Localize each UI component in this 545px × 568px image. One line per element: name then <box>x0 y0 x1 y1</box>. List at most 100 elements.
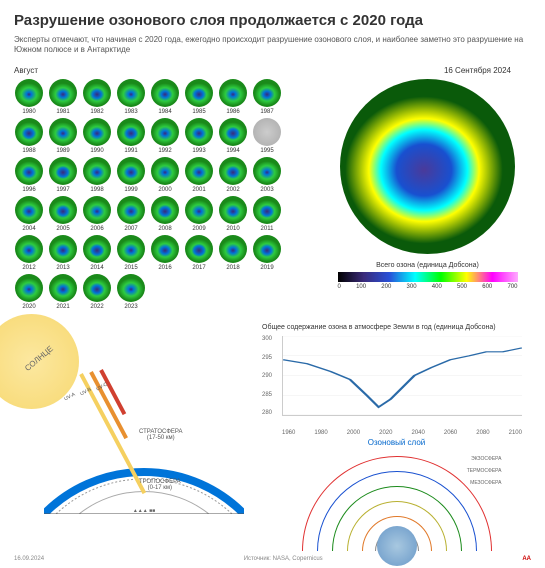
year-label: 2013 <box>56 265 69 271</box>
august-label: Август <box>14 66 314 75</box>
year-label: 1996 <box>22 187 35 193</box>
year-label: 1984 <box>158 109 171 115</box>
globe-1987 <box>253 79 281 107</box>
globe-1994 <box>219 118 247 146</box>
year-label: 2019 <box>260 265 273 271</box>
year-label: 1988 <box>22 148 35 154</box>
globe-2000 <box>151 157 179 185</box>
svg-text:▲▲▲ ■■: ▲▲▲ ■■ <box>133 508 155 514</box>
year-label: 1991 <box>124 148 137 154</box>
year-label: 2014 <box>90 265 103 271</box>
globe-2017 <box>185 235 213 263</box>
year-label: 1992 <box>158 148 171 154</box>
year-label: 1981 <box>56 109 69 115</box>
ozone-layer-title: Озоновый слой <box>262 438 531 447</box>
globe-2005 <box>49 196 77 224</box>
globe-2015 <box>117 235 145 263</box>
year-label: 2016 <box>158 265 171 271</box>
scale-label: Всего озона (единица Добсона) <box>376 262 479 269</box>
globe-1998 <box>83 157 111 185</box>
year-label: 2012 <box>22 265 35 271</box>
globe-2022 <box>83 274 111 302</box>
globe-1986 <box>219 79 247 107</box>
troposphere-label: ТРОПОСФЕРА(0-17 км) <box>139 479 181 491</box>
globe-2007 <box>117 196 145 224</box>
globe-1980 <box>15 79 43 107</box>
sun-diagram: СОЛНЦЕ ▲▲▲ ■■ UV-A UV-B UV-C СТРАТОСФЕРА… <box>14 324 254 529</box>
globe-2010 <box>219 196 247 224</box>
stratosphere-label: СТРАТОСФЕРА(17-50 км) <box>139 429 183 441</box>
year-label: 2018 <box>226 265 239 271</box>
scale-ticks: 0100200300400500600700 <box>338 284 518 290</box>
year-label: 1994 <box>226 148 239 154</box>
logo: AA <box>522 556 531 562</box>
year-label: 1986 <box>226 109 239 115</box>
main-title: Разрушение озонового слоя продолжается с… <box>14 12 531 29</box>
year-label: 2022 <box>90 304 103 310</box>
chart-title: Общее содержание озона в атмосфере Земли… <box>262 324 531 332</box>
year-label: 1983 <box>124 109 137 115</box>
globe-2003 <box>253 157 281 185</box>
year-label: 2017 <box>192 265 205 271</box>
subtitle: Эксперты отмечают, что начиная с 2020 го… <box>14 35 531 56</box>
globe-2004 <box>15 196 43 224</box>
globe-2016 <box>151 235 179 263</box>
year-label: 1999 <box>124 187 137 193</box>
globe-2019 <box>253 235 281 263</box>
year-label: 2023 <box>124 304 137 310</box>
year-label: 2006 <box>90 226 103 232</box>
globe-1993 <box>185 118 213 146</box>
globe-1992 <box>151 118 179 146</box>
globe-1989 <box>49 118 77 146</box>
year-label: 2000 <box>158 187 171 193</box>
year-label: 2010 <box>226 226 239 232</box>
footer-source: Источник: NASA, Copernicus <box>244 556 323 562</box>
globe-1990 <box>83 118 111 146</box>
year-label: 1985 <box>192 109 205 115</box>
globe-2020 <box>15 274 43 302</box>
globe-1995 <box>253 118 281 146</box>
year-label: 1980 <box>22 109 35 115</box>
year-label: 2005 <box>56 226 69 232</box>
ozone-chart: 300295290285280 196019802000202020402060… <box>262 336 522 426</box>
globe-1991 <box>117 118 145 146</box>
globe-2023 <box>117 274 145 302</box>
globe-2018 <box>219 235 247 263</box>
globe-1981 <box>49 79 77 107</box>
year-label: 2001 <box>192 187 205 193</box>
globe-1999 <box>117 157 145 185</box>
year-label: 2009 <box>192 226 205 232</box>
globe-1996 <box>15 157 43 185</box>
year-label: 2003 <box>260 187 273 193</box>
concentric-diagram: ЭКЗОСФЕРАТЕРМОСФЕРАМЕЗОСФЕРА <box>297 451 497 551</box>
globe-1983 <box>117 79 145 107</box>
globe-1984 <box>151 79 179 107</box>
big-globe-date: 16 Сентября 2024 <box>444 66 511 75</box>
year-label: 1993 <box>192 148 205 154</box>
globe-2012 <box>15 235 43 263</box>
globe-2014 <box>83 235 111 263</box>
globe-1985 <box>185 79 213 107</box>
year-label: 1998 <box>90 187 103 193</box>
globe-2008 <box>151 196 179 224</box>
year-label: 2002 <box>226 187 239 193</box>
year-label: 1997 <box>56 187 69 193</box>
globe-1982 <box>83 79 111 107</box>
footer-date: 16.09.2024 <box>14 556 44 562</box>
year-label: 1990 <box>90 148 103 154</box>
globes-grid: 1980198119821983198419851986198719881989… <box>14 79 314 310</box>
year-label: 2007 <box>124 226 137 232</box>
globe-2013 <box>49 235 77 263</box>
year-label: 2020 <box>22 304 35 310</box>
year-label: 1987 <box>260 109 273 115</box>
globe-2006 <box>83 196 111 224</box>
globe-2011 <box>253 196 281 224</box>
globe-2021 <box>49 274 77 302</box>
globe-2001 <box>185 157 213 185</box>
year-label: 1995 <box>260 148 273 154</box>
year-label: 2015 <box>124 265 137 271</box>
globe-1988 <box>15 118 43 146</box>
color-scale <box>338 272 518 282</box>
year-label: 2021 <box>56 304 69 310</box>
year-label: 2004 <box>22 226 35 232</box>
